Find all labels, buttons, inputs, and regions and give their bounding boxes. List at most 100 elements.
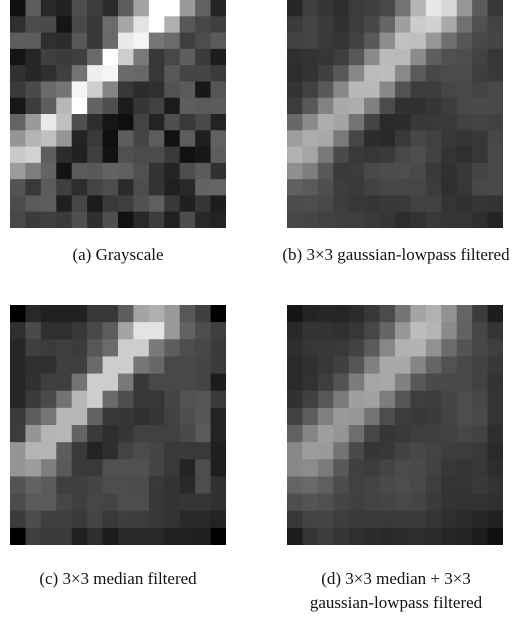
pixel xyxy=(164,425,180,443)
pixel xyxy=(333,98,349,115)
caption: (b) 3×3 gaussian-lowpass filtered xyxy=(264,243,528,267)
pixel xyxy=(41,339,57,357)
pixel xyxy=(25,459,41,477)
pixel xyxy=(318,356,334,374)
pixel xyxy=(410,442,426,460)
pixel xyxy=(87,476,103,494)
pixel xyxy=(364,305,380,323)
pixel xyxy=(103,81,119,98)
pixel xyxy=(164,356,180,374)
pixel xyxy=(180,494,196,512)
pixel xyxy=(333,476,349,494)
pixel xyxy=(149,195,165,212)
pixel xyxy=(488,212,503,228)
pixel xyxy=(211,179,226,196)
pixel xyxy=(472,65,488,82)
pixel xyxy=(133,305,149,323)
pixel xyxy=(195,322,211,340)
pixel xyxy=(72,147,88,164)
pixel xyxy=(41,408,57,426)
pixel xyxy=(87,528,103,545)
pixel xyxy=(287,408,303,426)
pixel xyxy=(180,65,196,82)
pixel xyxy=(410,65,426,82)
pixel xyxy=(211,494,226,512)
image-panel xyxy=(10,0,226,228)
pixel xyxy=(395,163,411,180)
pixel xyxy=(410,528,426,545)
pixel xyxy=(426,356,442,374)
pixel xyxy=(180,195,196,212)
pixel xyxy=(287,356,303,374)
pixel xyxy=(149,212,165,228)
pixel xyxy=(364,322,380,340)
caption-line: gaussian-lowpass filtered xyxy=(264,591,528,615)
pixel xyxy=(10,81,26,98)
pixel xyxy=(349,163,365,180)
pixel xyxy=(318,528,334,545)
pixel xyxy=(472,528,488,545)
pixel xyxy=(180,374,196,392)
pixel xyxy=(164,528,180,545)
pixel xyxy=(287,130,303,147)
pixel xyxy=(441,391,457,409)
pixel xyxy=(426,33,442,50)
pixel xyxy=(287,322,303,340)
pixel xyxy=(318,322,334,340)
pixel xyxy=(103,49,119,66)
pixel xyxy=(133,374,149,392)
pixel xyxy=(349,476,365,494)
pixel xyxy=(56,49,72,66)
pixel xyxy=(302,459,318,477)
pixel xyxy=(10,339,26,357)
pixel xyxy=(457,356,473,374)
pixel xyxy=(10,425,26,443)
pixel xyxy=(488,130,503,147)
pixel xyxy=(426,195,442,212)
pixel xyxy=(472,442,488,460)
pixel xyxy=(87,81,103,98)
pixel xyxy=(441,33,457,50)
pixel xyxy=(349,179,365,196)
pixel xyxy=(302,476,318,494)
pixel xyxy=(180,322,196,340)
pixel xyxy=(364,408,380,426)
pixel xyxy=(333,356,349,374)
pixel xyxy=(195,494,211,512)
pixel xyxy=(72,322,88,340)
pixel xyxy=(426,114,442,131)
pixel xyxy=(164,98,180,115)
pixel xyxy=(103,494,119,512)
pixel xyxy=(287,391,303,409)
pixel xyxy=(287,425,303,443)
pixel xyxy=(25,114,41,131)
pixel xyxy=(56,195,72,212)
pixel xyxy=(302,305,318,323)
pixel xyxy=(180,33,196,50)
pixel xyxy=(164,391,180,409)
pixel xyxy=(472,16,488,33)
pixel xyxy=(488,459,503,477)
pixel xyxy=(410,16,426,33)
pixel xyxy=(133,212,149,228)
pixel xyxy=(380,195,396,212)
pixel xyxy=(164,163,180,180)
pixel xyxy=(302,442,318,460)
pixel xyxy=(149,163,165,180)
pixel xyxy=(133,65,149,82)
pixel xyxy=(318,459,334,477)
pixel xyxy=(426,212,442,228)
pixel xyxy=(441,147,457,164)
pixel xyxy=(349,98,365,115)
pixel xyxy=(457,98,473,115)
pixel xyxy=(180,511,196,529)
pixel xyxy=(195,528,211,545)
pixel xyxy=(25,408,41,426)
pixel xyxy=(287,49,303,66)
pixel xyxy=(349,494,365,512)
pixel xyxy=(164,212,180,228)
pixel xyxy=(25,494,41,512)
pixel xyxy=(103,212,119,228)
caption-line: (d) 3×3 median + 3×3 xyxy=(264,567,528,591)
pixel xyxy=(457,322,473,340)
